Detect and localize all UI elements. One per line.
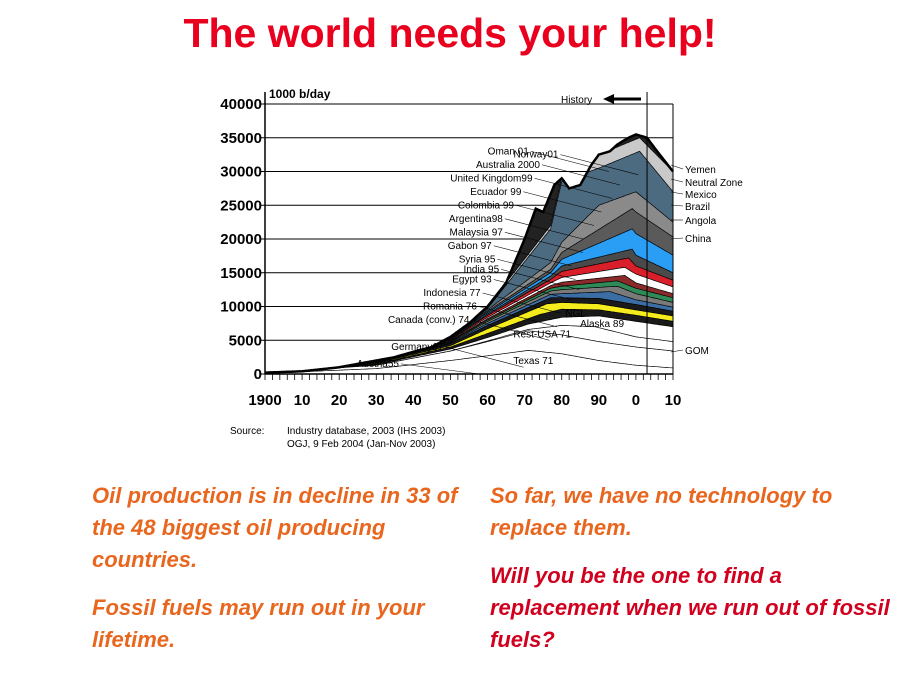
x-tick-label: 10 <box>294 392 311 409</box>
band-label: Romania 76 <box>423 302 477 313</box>
x-tick-label: 0 <box>632 392 640 409</box>
band-leader <box>504 218 583 240</box>
band-leader <box>493 245 572 267</box>
band-label: Malaysia 97 <box>449 227 503 238</box>
band-label: Oman 01 <box>488 146 530 157</box>
band-leader <box>530 150 609 172</box>
y-tick-label: 35000 <box>220 130 262 147</box>
right-text-block: So far, we have no technology to replace… <box>490 480 890 672</box>
y-tick-label: 20000 <box>220 231 262 248</box>
band-leader <box>541 164 621 186</box>
chart-outline <box>265 133 674 374</box>
band-leader <box>471 319 550 341</box>
x-tick-label: 40 <box>405 392 422 409</box>
band-label: Gabon 97 <box>448 241 492 252</box>
page-title: The world needs your help! <box>183 10 717 56</box>
x-tick-label: 50 <box>442 392 459 409</box>
band-label-right: Mexico <box>685 190 717 201</box>
y-tick-label: 15000 <box>220 265 262 282</box>
band-label: Indonesia 77 <box>423 288 481 299</box>
band-label-right: China <box>685 234 712 245</box>
band-leader <box>504 231 583 253</box>
band-label-right: Angola <box>685 216 717 227</box>
band-leader-right <box>670 349 684 353</box>
band-label-right: GOM <box>685 346 709 357</box>
history-arrow-head <box>603 94 615 104</box>
x-tick-label: 60 <box>479 392 496 409</box>
band-label-inner: NGL <box>565 309 586 320</box>
band-label-inner: Rest-USA 71 <box>513 330 571 341</box>
band-leader <box>523 191 602 213</box>
band-leader <box>501 269 580 290</box>
chart-grid <box>265 103 673 341</box>
chart-axes: History 0 5000 10000 15000 20000 25000 30000 350… <box>220 87 681 409</box>
y-tick-label: 30000 <box>220 164 262 181</box>
band-texas-71 <box>264 350 674 375</box>
band-leader-right <box>670 237 684 240</box>
y-tick-label: 0 <box>254 366 262 383</box>
band-leader <box>515 204 595 226</box>
x-tick-label: 90 <box>590 392 607 409</box>
y-tick-label: 5000 <box>229 332 262 349</box>
band-label: Argentina98 <box>449 214 503 225</box>
y-tick-label: 10000 <box>220 299 262 316</box>
band-leader <box>478 306 557 328</box>
source-line: OGJ, 9 Feb 2004 (Jan-Nov 2003) <box>287 439 435 450</box>
history-label: History <box>561 95 592 106</box>
band-label: United Kingdom99 <box>450 173 533 184</box>
y-tick-label: 25000 <box>220 197 262 214</box>
left-text-decline: Oil production is in decline in 33 of th… <box>92 483 458 572</box>
band-leader <box>493 279 572 301</box>
band-leader-right <box>670 164 684 170</box>
right-text-question: Will you be the one to find a replacemen… <box>490 563 890 652</box>
band-label: Norway01 <box>513 150 558 161</box>
band-leader <box>497 258 576 280</box>
oil-production-chart: History 0 5000 10000 15000 20000 25000 30000 350… <box>220 87 743 450</box>
band-label: Germany67 <box>391 342 444 353</box>
band-leader-right <box>670 191 684 195</box>
band-label: Australia 2000 <box>476 160 540 171</box>
band-leader-right <box>670 204 684 207</box>
band-label: Syria 95 <box>459 254 496 265</box>
x-tick-label: 70 <box>516 392 533 409</box>
chart-bands <box>264 133 674 375</box>
y-tick-label: 40000 <box>220 96 262 113</box>
band-leader-right <box>670 178 684 183</box>
x-tick-label: 80 <box>553 392 570 409</box>
total-outline <box>265 133 674 374</box>
x-tick-label: 1900 <box>248 392 281 409</box>
band-leader <box>482 292 561 314</box>
x-tick-label: 30 <box>368 392 385 409</box>
band-label-right: Brazil <box>685 202 710 213</box>
band-leader <box>400 363 480 375</box>
band-label: Ecuador 99 <box>470 187 522 198</box>
band-label-right: Neutral Zone <box>685 178 743 189</box>
band-label: Egypt 93 <box>452 275 492 286</box>
band-label-right: Yemen <box>685 165 716 176</box>
band-leader <box>534 177 613 199</box>
band-label-inner: Alaska 89 <box>580 319 624 330</box>
x-tick-label: 20 <box>331 392 348 409</box>
left-text-block: Oil production is in decline in 33 of th… <box>92 480 472 672</box>
source-label: Source: <box>230 426 264 437</box>
band-leader <box>560 154 639 176</box>
right-text-technology: So far, we have no technology to replace… <box>490 483 833 540</box>
band-label: Colombia 99 <box>458 200 515 211</box>
source-line: Industry database, 2003 (IHS 2003) <box>287 426 445 437</box>
band-label-inner: Texas 71 <box>513 356 553 367</box>
band-label: India 95 <box>464 264 500 275</box>
band-label: Austria55 <box>357 359 400 370</box>
chart-source: Source: Industry database, 2003 (IHS 2003… <box>230 426 445 450</box>
band-label: Canada (conv.) 74 <box>388 315 470 326</box>
x-tick-label: 10 <box>665 392 682 409</box>
left-text-fossil: Fossil fuels may run out in your lifetim… <box>92 595 425 652</box>
band-leader <box>445 346 524 368</box>
unit-label: 1000 b/day <box>269 87 331 101</box>
